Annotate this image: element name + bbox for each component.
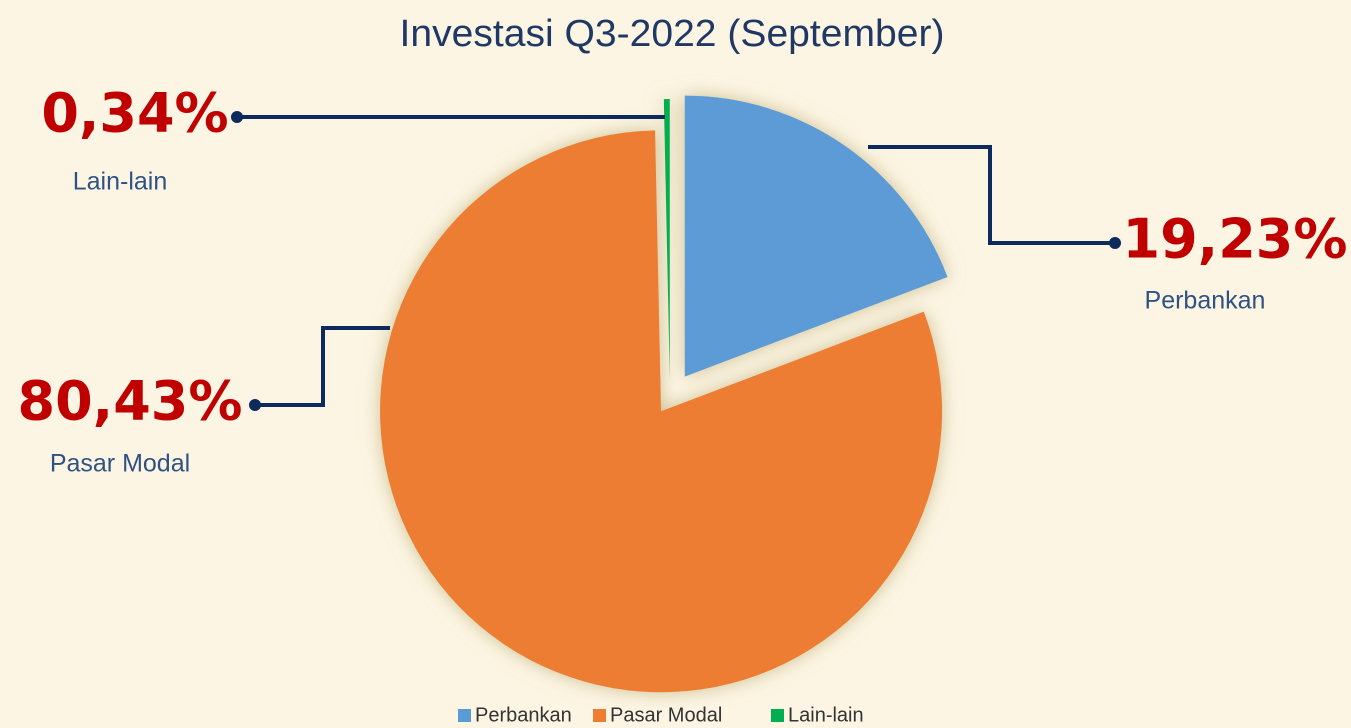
legend-swatch (593, 709, 606, 722)
leader-line (868, 145, 1115, 245)
data-label: 0,34% (41, 82, 228, 145)
data-label: 80,43% (18, 370, 243, 433)
leader-dot (1109, 237, 1121, 249)
data-label: 19,23% (1123, 208, 1348, 271)
leader-line (255, 326, 390, 407)
legend-label: Perbankan (475, 704, 572, 726)
leader-dot (249, 399, 261, 411)
pie (380, 95, 948, 693)
pie-slice (380, 130, 943, 693)
pie-slice (663, 99, 670, 381)
category-label: Pasar Modal (50, 450, 190, 478)
legend-label: Lain-lain (788, 704, 864, 726)
legend-swatch (458, 709, 471, 722)
legend-label: Pasar Modal (610, 704, 722, 726)
category-label: Perbankan (1145, 287, 1266, 315)
legend-swatch (771, 709, 784, 722)
leader-dot (231, 111, 243, 123)
chart-title: Investasi Q3-2022 (September) (400, 13, 945, 55)
category-label: Lain-lain (73, 168, 168, 196)
pie-slice (684, 95, 948, 377)
